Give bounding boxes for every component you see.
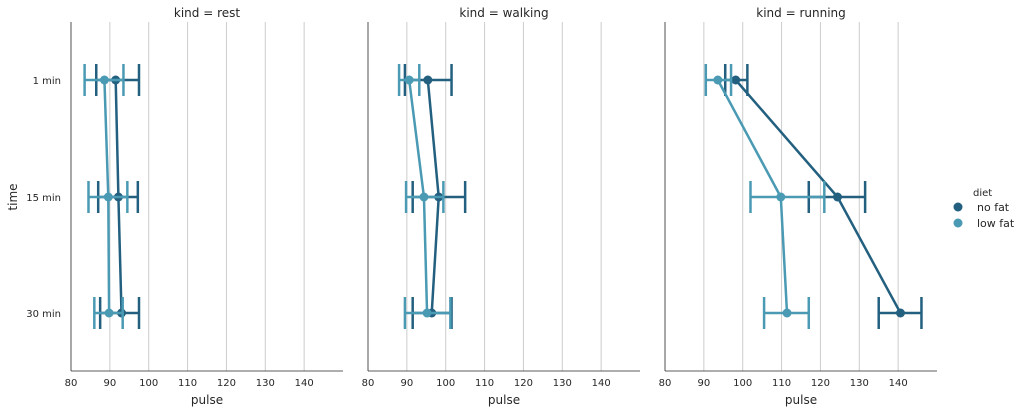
data-point (895, 308, 905, 318)
y-tick-label: 30 min (26, 309, 61, 320)
data-point (782, 308, 792, 318)
data-point (419, 192, 429, 202)
legend-entry: no fat (977, 201, 1010, 214)
x-tick-label: 110 (475, 378, 494, 389)
y-tick-label: 1 min (33, 76, 61, 87)
x-tick-label: 140 (295, 378, 314, 389)
x-tick-label: 140 (592, 378, 611, 389)
x-tick-label: 90 (697, 378, 710, 389)
data-point (713, 75, 723, 85)
x-tick-label: 120 (811, 378, 830, 389)
panel-title: kind = rest (174, 6, 240, 20)
x-axis-label: pulse (488, 393, 520, 407)
y-tick-label: 15 min (26, 193, 61, 204)
y-axis-label: time (6, 183, 20, 210)
legend-entry: low fat (977, 217, 1015, 230)
data-point (833, 192, 843, 202)
legend-title: diet (973, 188, 992, 199)
x-tick-label: 90 (400, 378, 413, 389)
x-tick-label: 100 (139, 378, 158, 389)
x-tick-label: 110 (772, 378, 791, 389)
data-point (422, 308, 432, 318)
x-tick-label: 140 (889, 378, 908, 389)
data-point (104, 308, 114, 318)
data-point (404, 75, 414, 85)
x-tick-label: 80 (659, 378, 672, 389)
panel-title: kind = walking (459, 6, 548, 20)
x-axis-label: pulse (785, 393, 817, 407)
data-point (99, 75, 109, 85)
legend-marker (953, 218, 963, 228)
data-point (731, 75, 741, 85)
data-point (776, 192, 786, 202)
x-tick-label: 80 (65, 378, 78, 389)
x-tick-label: 130 (256, 378, 275, 389)
x-tick-label: 120 (217, 378, 236, 389)
x-tick-label: 90 (103, 378, 116, 389)
x-tick-label: 100 (733, 378, 752, 389)
x-tick-label: 80 (362, 378, 375, 389)
x-tick-label: 130 (850, 378, 869, 389)
legend-marker (953, 202, 963, 212)
x-tick-label: 100 (436, 378, 455, 389)
x-tick-label: 120 (514, 378, 533, 389)
x-axis-label: pulse (191, 393, 223, 407)
x-tick-label: 130 (553, 378, 572, 389)
x-tick-label: 110 (178, 378, 197, 389)
data-point (103, 192, 113, 202)
data-point (423, 75, 433, 85)
panel-title: kind = running (756, 6, 846, 20)
